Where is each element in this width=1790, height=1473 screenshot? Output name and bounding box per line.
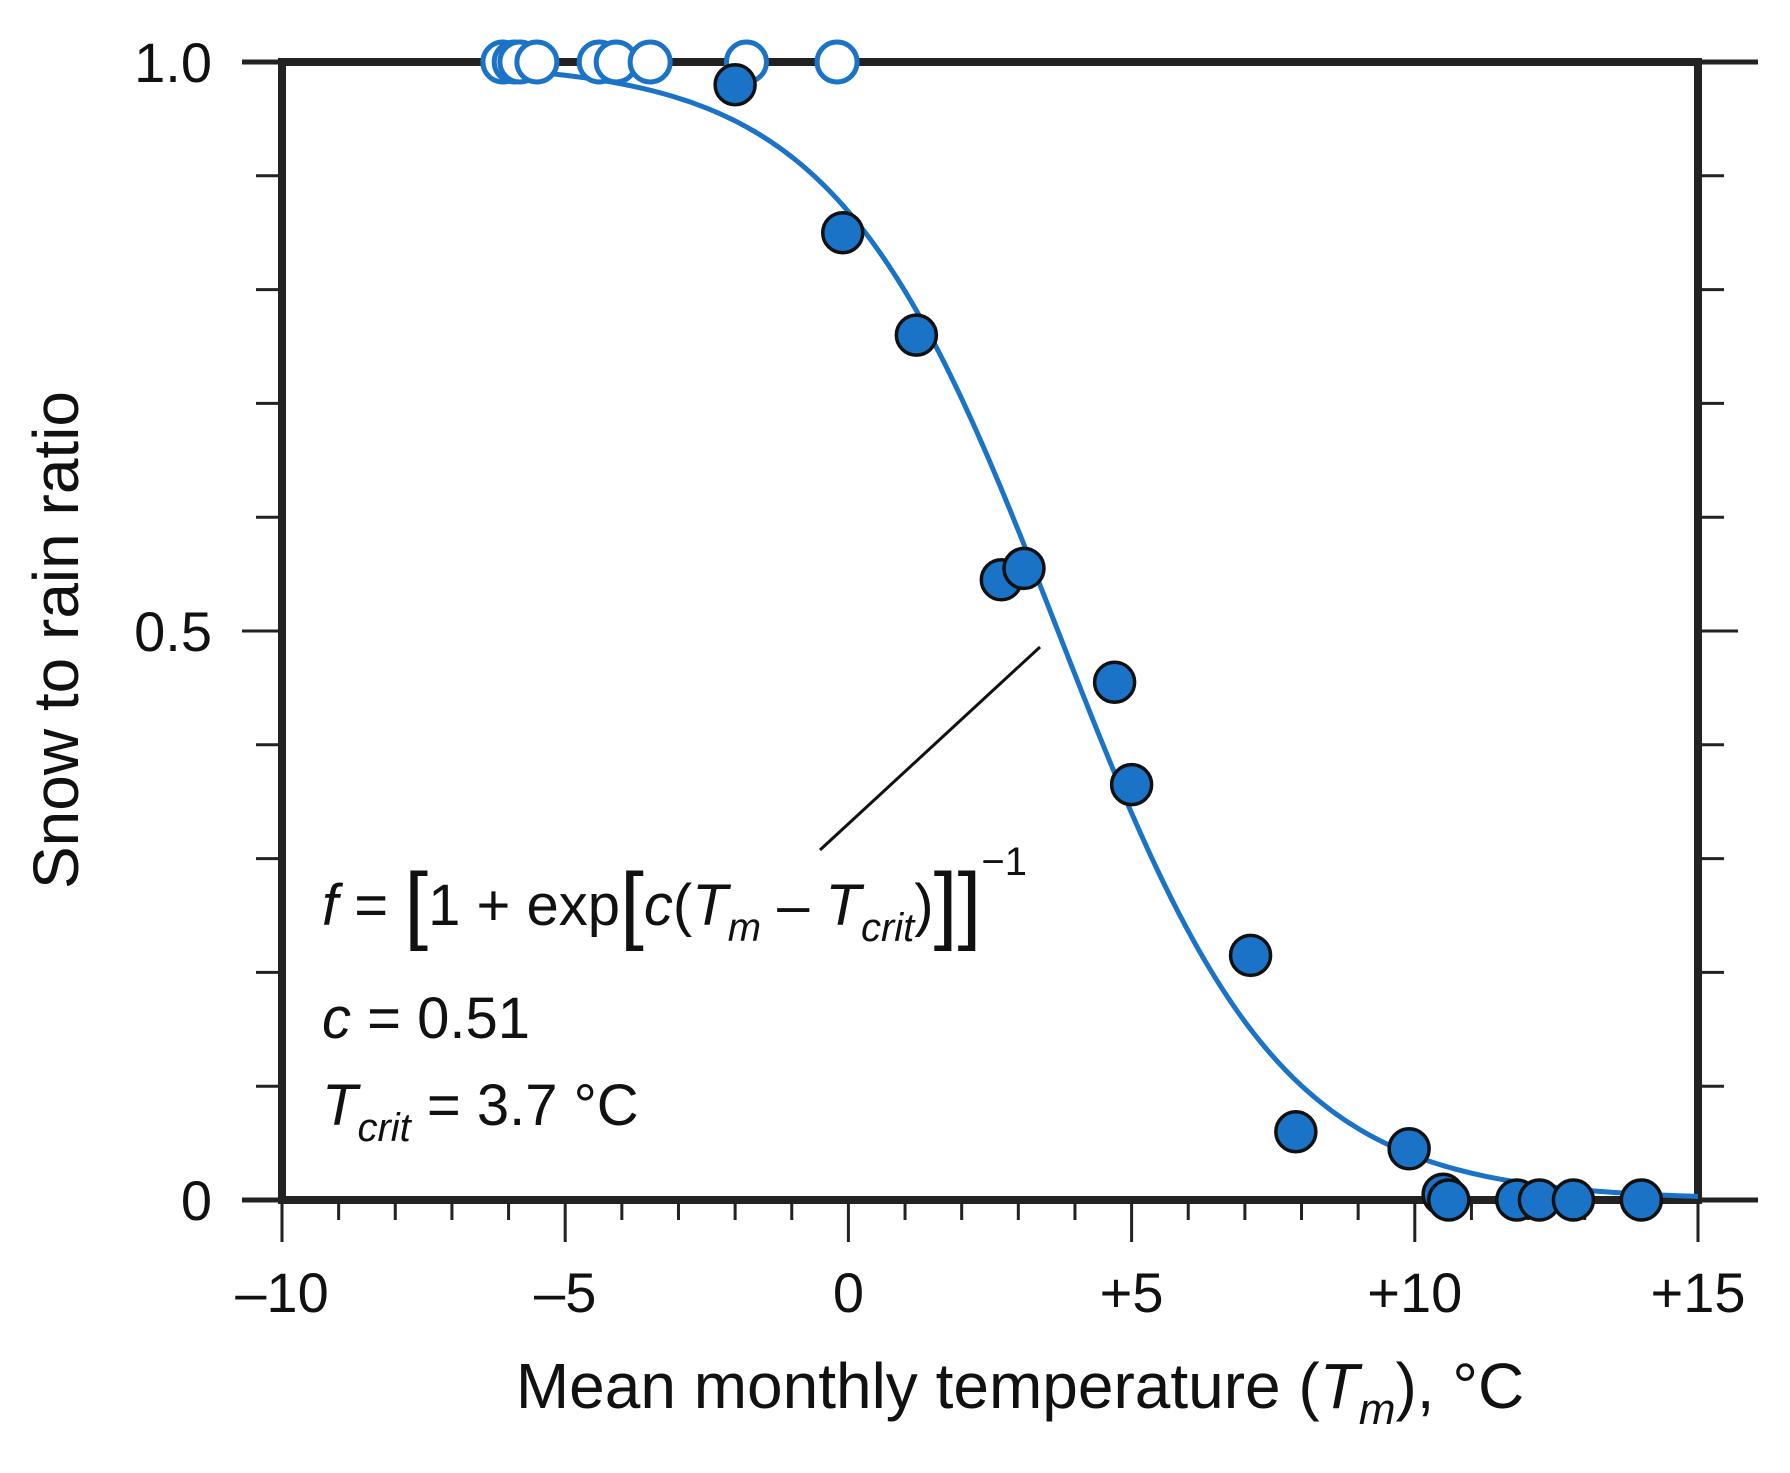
axis-ticks: –10 –5 0 +5 +10 +15 0 0.5 1.0 bbox=[134, 31, 1745, 1324]
y-tick-label: 0 bbox=[181, 1169, 212, 1232]
x-axis-title-text: Mean monthly temperature ( bbox=[516, 1350, 1320, 1422]
data-points bbox=[480, 39, 1664, 1222]
x-tick-label: 0 bbox=[833, 1261, 864, 1324]
formula-brackets-close: ]] bbox=[934, 856, 982, 952]
x-tick-label: +5 bbox=[1100, 1261, 1164, 1324]
x-tick-label: –10 bbox=[235, 1261, 328, 1324]
x-tick-label: –5 bbox=[534, 1261, 596, 1324]
param-tcrit-sub: crit bbox=[357, 1106, 412, 1150]
x-axis-title-var: T bbox=[1320, 1350, 1363, 1422]
fit-curve-layer bbox=[508, 67, 1699, 1199]
annotation-leader-line bbox=[818, 645, 1042, 852]
param-tcrit-value: = 3.7 °C bbox=[411, 1073, 639, 1138]
filled-data-point bbox=[1427, 1178, 1471, 1222]
formula-one-plus-exp: 1 + exp bbox=[428, 873, 620, 938]
formula-t-crit: T bbox=[826, 873, 865, 938]
open-data-point bbox=[627, 39, 673, 85]
param-tcrit-var: T bbox=[322, 1073, 361, 1138]
filled-data-point bbox=[1002, 546, 1046, 591]
formula: f = [1 + exp[c(Tm – Tcrit)]]−1 bbox=[322, 840, 1027, 952]
filled-data-point bbox=[1228, 933, 1273, 978]
x-tick-label: +15 bbox=[1651, 1261, 1746, 1324]
y-tick-label: 1.0 bbox=[134, 31, 212, 94]
filled-data-point bbox=[820, 210, 865, 255]
formula-t: T bbox=[692, 873, 731, 938]
filled-data-point bbox=[1387, 1127, 1431, 1171]
formula-sub-crit: crit bbox=[861, 906, 916, 950]
filled-data-point bbox=[1274, 1109, 1318, 1154]
param-tcrit: Tcrit = 3.7 °C bbox=[322, 1073, 639, 1150]
param-c-value: = 0.51 bbox=[351, 986, 530, 1051]
formula-paren-open: ( bbox=[673, 873, 692, 938]
filled-data-point bbox=[1109, 762, 1154, 807]
x-axis-title-suffix: ), °C bbox=[1395, 1350, 1524, 1422]
open-data-point bbox=[814, 39, 860, 85]
open-data-point bbox=[514, 39, 560, 85]
formula-exponent: −1 bbox=[981, 840, 1027, 884]
x-axis-title: Mean monthly temperature (Tm), °C bbox=[516, 1350, 1524, 1434]
param-c: c = 0.51 bbox=[322, 986, 530, 1051]
fit-curve bbox=[508, 67, 1699, 1199]
x-axis-title-sub: m bbox=[1359, 1385, 1396, 1434]
filled-data-point bbox=[1551, 1178, 1596, 1222]
filled-data-point bbox=[894, 313, 939, 357]
formula-inner-bracket-open: [ bbox=[620, 856, 644, 952]
formula-minus: – bbox=[761, 873, 826, 938]
param-c-var: c bbox=[322, 986, 351, 1051]
y-tick-label: 0.5 bbox=[134, 600, 212, 663]
formula-equals: = bbox=[338, 873, 404, 938]
filled-data-point bbox=[713, 63, 757, 107]
formula-bracket-open: [ bbox=[404, 856, 428, 952]
formula-c: c bbox=[644, 873, 673, 938]
y-axis-title: Snow to rain ratio bbox=[20, 391, 92, 889]
formula-paren-close: ) bbox=[914, 873, 933, 938]
x-tick-label: +10 bbox=[1367, 1261, 1462, 1324]
filled-data-point bbox=[1619, 1178, 1664, 1222]
formula-sub-m: m bbox=[728, 906, 761, 950]
filled-data-point bbox=[1092, 660, 1137, 704]
